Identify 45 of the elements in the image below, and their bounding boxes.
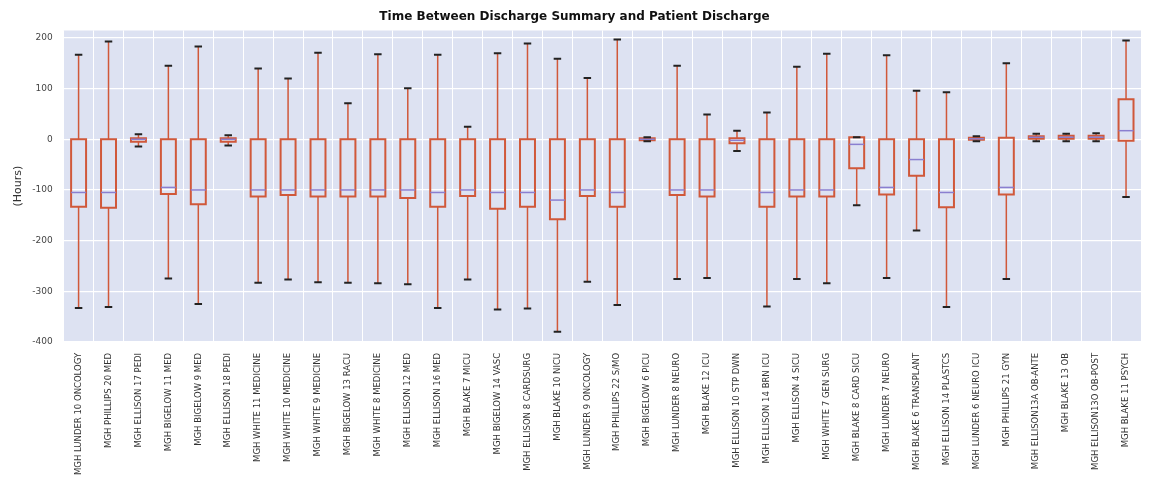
x-tick-label: MGH LUNDER 7 NEURO (880, 352, 891, 452)
x-tick-label: MGH BLAKE 8 CARD SICU (850, 352, 861, 462)
x-tick-label: MGH PHILLIPS 21 GYN (1000, 352, 1011, 447)
y-tick-label: -300 (32, 285, 53, 296)
x-tick-label: MGH ELLISON 14 BRN ICU (761, 352, 772, 464)
x-tick-label: MGH LUNDER 8 NEURO (671, 352, 682, 452)
x-tick-label: MGH WHITE 7 GEN SURG (820, 352, 831, 460)
x-tick-label: MGH WHITE 9 MEDICINE (312, 352, 323, 457)
x-tick-label: MGH BIGELOW 11 MED (162, 352, 173, 452)
x-tick-label: MGH BLAKE 11 PSYCH (1120, 352, 1131, 448)
x-tick-label: MGH PHILLIPS 20 MED (102, 352, 113, 448)
x-tick-label: MGH ELLISON 16 MED (431, 352, 442, 448)
y-axis-title: (Hours) (11, 165, 25, 207)
x-tick-label: MGH LUNDER 9 ONCOLOGY (581, 352, 592, 470)
x-tick-label: MGH WHITE 11 MEDICINE (252, 352, 263, 462)
x-tick-label: MGH ELLISON 17 PEDI (132, 352, 143, 448)
x-tick-label: MGH BIGELOW 14 VASC (491, 352, 502, 455)
y-tick-label: -200 (32, 234, 53, 245)
x-tick-label: MGH WHITE 10 MEDICINE (282, 352, 293, 462)
y-tick-label: -400 (32, 336, 53, 347)
y-tick-label: -100 (32, 184, 53, 195)
x-tick-label: MGH LUNDER 10 ONCOLOGY (72, 352, 83, 476)
y-tick-label: 200 (35, 32, 53, 43)
x-tick-label: MGH ELLISON 18 PEDI (222, 352, 233, 448)
x-tick-label: MGH BLAKE 6 TRANSPLANT (910, 352, 921, 470)
x-tick-label: MGH PHILLIPS 22 S/MO (611, 352, 622, 451)
x-tick-label: MGH BIGELOW 9 MED (192, 352, 203, 446)
x-tick-label: MGH BIGELOW 6 PICU (641, 352, 652, 447)
x-tick-label: MGH WHITE 8 MEDICINE (372, 352, 383, 457)
x-tick-label: MGH ELLISON 12 MED (401, 352, 412, 448)
x-tick-label: MGH ELLISON 8 CARDSURG (521, 352, 532, 471)
x-tick-label: MGH ELLISON 14 PLASTCS (940, 352, 951, 466)
x-tick-label: MGH BLAKE 10 NICU (551, 352, 562, 441)
y-tick-label: 0 (46, 133, 53, 144)
chart-title: Time Between Discharge Summary and Patient Discharge (379, 9, 770, 24)
x-tick-label: MGH ELLISON13O OB-POST (1090, 352, 1101, 470)
x-tick-label: MGH LUNDER 6 NEURO ICU (970, 352, 981, 470)
x-tick-label: MGH BLAKE 7 MICU (461, 352, 472, 437)
x-tick-label: MGH BLAKE 13 OB (1060, 352, 1071, 433)
y-tick-label: 100 (35, 82, 53, 93)
x-tick-label: MGH BLAKE 12 ICU (701, 352, 712, 435)
x-tick-label: MGH ELLISON13A OB-ANTE (1030, 352, 1041, 470)
x-tick-label: MGH BIGELOW 13 RACU (342, 352, 353, 456)
x-tick-label: MGH ELLISON 10 STP DWN (731, 352, 742, 468)
x-tick-label: MGH ELLISON 4 SICU (791, 352, 802, 443)
